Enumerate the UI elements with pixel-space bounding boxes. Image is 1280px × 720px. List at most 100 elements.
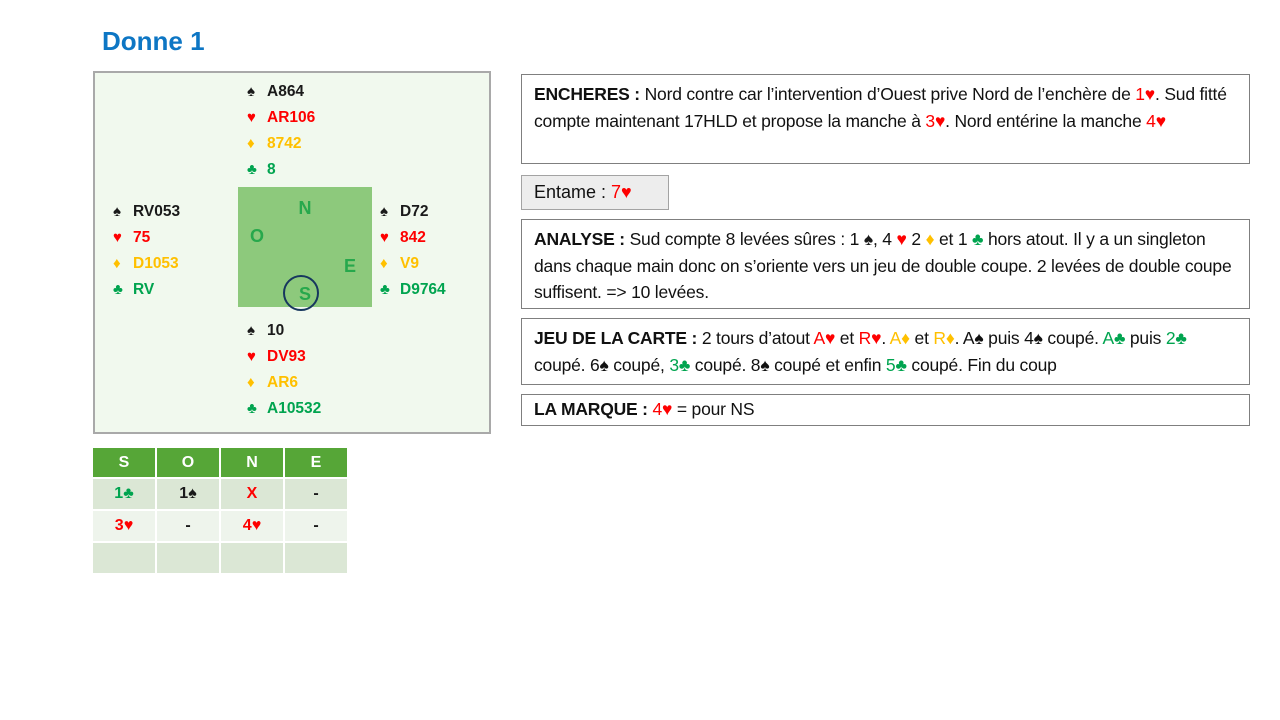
text-run: = pour NS [672,399,755,419]
text-run: ♥ [896,229,907,249]
text-run: Sud compte 8 levées sûres : 1 [629,229,864,249]
club-suit-icon: ♣ [247,400,257,417]
hand-line-diamond: ♦ D1053 [113,251,180,277]
encheres-box: ENCHERES : Nord contre car l’interventio… [521,74,1250,164]
box-label: JEU DE LA CARTE : [534,328,702,348]
hand-line-spade: ♠ D72 [380,199,446,225]
text-run: 2 [906,229,926,249]
bid-header-E: E [285,448,347,477]
compass-rose: N O E S [238,187,372,311]
text-run: et 1 [934,229,973,249]
club-suit-icon: ♣ [113,281,123,298]
compass-east-label: E [343,256,356,276]
hand-line-spade: ♠ 10 [247,318,321,344]
bid-header-O: O [157,448,219,477]
hand-line-heart: ♥ 75 [113,225,180,251]
text-run: 2 tours d’atout [701,328,814,348]
text-run: , 4 [872,229,897,249]
hand-line-heart: ♥ AR106 [247,105,315,131]
bid-cell: 1♠ [157,479,219,509]
text-run: R♥ [858,328,882,348]
text-run: coupé. Fin du coup [906,354,1057,375]
club-suit-icon: ♣ [247,161,257,178]
box-label: ENCHERES : [534,84,645,104]
bid-cell: X [221,479,283,509]
dealer-circle [283,275,319,311]
spade-suit-icon: ♠ [113,203,121,220]
spade-suit-icon: ♠ [247,83,255,100]
cards-club: A10532 [267,400,322,417]
club-suit-icon: ♣ [380,281,390,298]
hand-line-heart: ♥ 842 [380,225,446,251]
text-run: Nord contre car l’intervention d’Ouest p… [644,84,1136,104]
spade-suit-icon: ♠ [380,203,388,220]
hand-line-club: ♣ D9764 [380,277,446,303]
box-label: LA MARQUE : [534,399,653,419]
text-run: coupé. 8♠ coupé et enfin [690,354,886,375]
text-run: R♦ [933,328,955,348]
text-run: A♥ [813,328,836,348]
text-run: . Nord entérine la manche [945,110,1147,131]
bid-cell: - [285,511,347,541]
cards-spade: RV053 [133,203,181,220]
cards-diamond: V9 [400,255,419,272]
hand-line-diamond: ♦ 8742 [247,131,315,157]
diamond-suit-icon: ♦ [247,135,255,152]
bid-cell: 3♥ [93,511,155,541]
text-run: . Sud fitté compte maintenant 17HLD et p… [534,84,1227,131]
hand-line-club: ♣ 8 [247,157,315,183]
bid-header-S: S [93,448,155,477]
bid-cell [157,543,219,573]
bid-cell: 1♣ [93,479,155,509]
cards-spade: A864 [267,83,305,100]
cards-club: D9764 [400,281,446,298]
text-run: 4♥ [1146,110,1166,131]
deal-diagram-panel: ♠ A864 ♥ AR106 ♦ 8742 ♣ 8 ♠ RV053 ♥ 75 ♦ D1053 ♣ RV ♠ D… [93,71,491,434]
text-run: . [881,328,890,348]
north-hand: ♠ A864 ♥ AR106 ♦ 8742 ♣ 8 [247,79,315,183]
text-run: 7♥ [611,182,632,202]
south-hand: ♠ 10 ♥ DV93 ♦ AR6 ♣ A10532 [247,318,321,422]
heart-suit-icon: ♥ [247,348,256,365]
east-hand: ♠ D72 ♥ 842 ♦ V9 ♣ D9764 [380,199,446,303]
analyse-box: ANALYSE : Sud compte 8 levées sûres : 1 … [521,219,1250,309]
cards-diamond: 8742 [267,135,302,152]
text-run: coupé. 6♠ coupé, [534,354,670,375]
spade-suit-icon: ♠ [247,322,255,339]
heart-suit-icon: ♥ [113,229,122,246]
text-run: et [835,328,859,348]
entame-box: Entame : 7♥ [521,175,669,210]
box-label: ANALYSE : [534,229,630,249]
compass-north-label: N [298,198,312,218]
text-run: A♦ [889,328,910,348]
cards-heart: 842 [400,229,426,246]
text-run: A♣ [1102,328,1126,348]
bid-cell: 4♥ [221,511,283,541]
page-title: Donne 1 [102,26,205,56]
text-run: 5♣ [885,354,907,375]
cards-spade: 10 [267,322,285,339]
text-run: ♠ [863,229,873,249]
cards-spade: D72 [400,203,429,220]
hand-line-heart: ♥ DV93 [247,344,321,370]
diamond-suit-icon: ♦ [113,255,121,272]
la-marque-box: LA MARQUE : 4♥ = pour NS [521,394,1250,426]
text-run: Entame : [534,182,612,202]
heart-suit-icon: ♥ [247,109,256,126]
cards-heart: 75 [133,229,151,246]
text-run: ♣ [972,229,984,249]
text-run: . A♠ puis 4♠ coupé. [954,328,1103,348]
text-run: hors atout. Il y a un singleton dans cha… [534,229,1232,302]
cards-diamond: D1053 [133,255,179,272]
text-run: ♦ [925,229,935,249]
text-run: 2♣ [1165,328,1187,348]
cards-heart: AR106 [267,109,316,126]
heart-suit-icon: ♥ [380,229,389,246]
text-run: 4♥ [652,399,673,419]
hand-line-spade: ♠ A864 [247,79,315,105]
cards-club: RV [133,281,155,298]
bid-cell: - [285,479,347,509]
bid-cell: - [157,511,219,541]
hand-line-club: ♣ A10532 [247,396,321,422]
